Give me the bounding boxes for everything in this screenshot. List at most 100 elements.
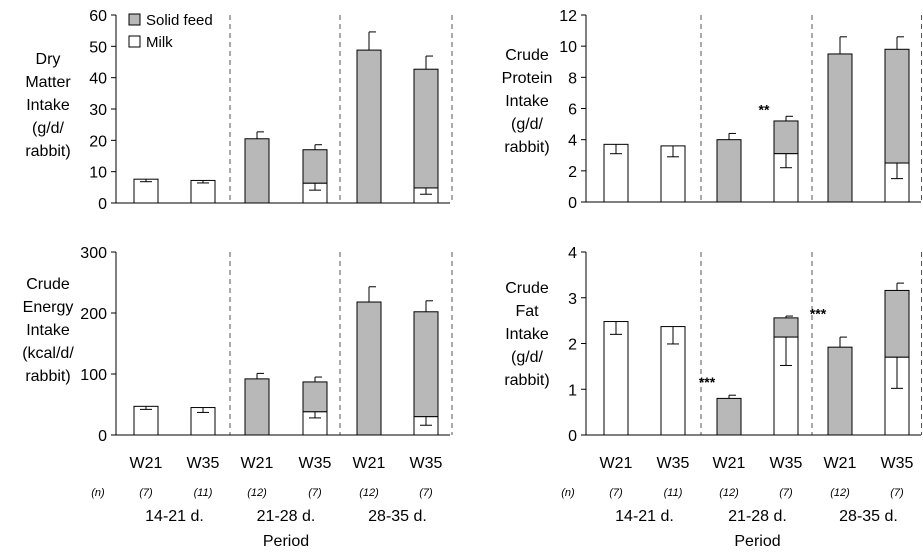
y-tick-label: 0 [98, 428, 107, 445]
y-tick-label: 300 [80, 245, 107, 262]
x-tick-label: W21 [241, 455, 274, 472]
y-axis-label-line: Intake [26, 97, 70, 114]
chart-panel-3: 0 100 200 300 Crude Energy Intake (kcal/d/rabbi… [22, 245, 453, 445]
y-axis-label-line: Fat [515, 303, 539, 320]
legend-swatch-milk [128, 35, 141, 48]
period-label: 21-28 d. [257, 508, 316, 525]
y-axis-label-line: rabbit) [504, 139, 549, 156]
period-label: 21-28 d. [728, 508, 787, 525]
y-tick-label: 4 [568, 245, 577, 262]
x-axis-title: Period [263, 533, 309, 550]
y-axis-label-line: rabbit) [25, 368, 70, 385]
n-value-label: (11) [194, 487, 213, 499]
n-value-label: (12) [247, 487, 267, 499]
n-value-label: (12) [830, 487, 850, 499]
y-axis-label-line: Energy [23, 299, 74, 316]
bar-solid-feed [356, 301, 382, 436]
x-axis-block-1: W21 W35 W21 W35 W21 W35 (n) (7) (11) (12) (7) (12) (… [91, 455, 442, 550]
n-value-label: (7) [308, 487, 322, 499]
y-tick-label: 4 [568, 133, 577, 150]
x-tick-label: W35 [770, 455, 803, 472]
significance-annotation: *** [810, 305, 827, 321]
bar-milk [660, 326, 686, 436]
y-axis-label-line: Protein [502, 70, 553, 87]
y-axis-label-line: (g/d/ [511, 349, 544, 366]
y-tick-label: 2 [568, 164, 577, 181]
bar-solid-feed [716, 397, 742, 436]
significance-annotation: *** [699, 374, 716, 390]
n-value-label: (12) [719, 487, 739, 499]
legend-label-solid-feed: Solid feed [146, 12, 213, 29]
bar-solid-feed [884, 289, 910, 358]
y-tick-label: 2 [568, 337, 577, 354]
bar-solid-feed [716, 139, 742, 203]
n-label: (n) [91, 487, 105, 499]
chart-panel-2: 0 2 4 6 8 10 12 Crude Protein Intake (g/d/rabbit) *… [502, 8, 922, 212]
bar-solid-feed [302, 381, 328, 413]
bar-milk [603, 321, 629, 436]
bar-solid-feed [884, 48, 910, 164]
x-tick-label: W35 [299, 455, 332, 472]
n-value-label: (7) [419, 487, 433, 499]
y-tick-label: 8 [568, 70, 577, 87]
bar-solid-feed [773, 317, 799, 338]
y-tick-label: 50 [89, 39, 107, 56]
x-axis-labels: W21 W35 W21 W35 W21 W35 (n) (7) (11) (12) (7) (12) (… [91, 455, 913, 550]
n-value-label: (7) [609, 487, 623, 499]
y-tick-label: 0 [568, 195, 577, 212]
bar-milk [133, 178, 159, 204]
legend: Solid feed Milk [128, 12, 213, 51]
chart-panel-4: 0 1 2 3 4 Crude Fat Intake (g/d/rabbit) *** *** [504, 245, 922, 445]
period-label: 14-21 d. [145, 508, 204, 525]
y-tick-label: 10 [89, 165, 107, 182]
y-tick-label: 6 [568, 102, 577, 119]
legend-label-milk: Milk [146, 34, 173, 51]
bar-milk [884, 356, 910, 436]
n-value-label: (11) [664, 487, 683, 499]
y-tick-label: 200 [80, 306, 107, 323]
y-axis-label-line: Crude [505, 280, 549, 297]
y-axis-label-line: Intake [505, 93, 549, 110]
x-tick-label: W35 [410, 455, 443, 472]
y-tick-label: 60 [89, 8, 107, 25]
y-tick-label: 12 [559, 8, 577, 25]
x-axis-title: Period [734, 533, 780, 550]
x-tick-label: W35 [187, 455, 220, 472]
period-label: 28-35 d. [368, 508, 427, 525]
bar-solid-feed [413, 311, 439, 418]
n-value-label: (7) [890, 487, 904, 499]
y-axis-label-line: (g/d/ [511, 116, 544, 133]
x-tick-label: W21 [824, 455, 857, 472]
y-tick-label: 40 [89, 71, 107, 88]
y-axis-label-line: rabbit) [25, 143, 70, 160]
x-tick-label: W35 [881, 455, 914, 472]
y-axis-label-line: rabbit) [504, 372, 549, 389]
legend-swatch-solid-feed [128, 13, 141, 26]
significance-annotation: ** [759, 102, 770, 118]
y-axis-label-line: Crude [505, 47, 549, 64]
y-axis-label-line: Matter [25, 74, 71, 91]
n-value-label: (12) [359, 487, 379, 499]
y-axis-label-line: Intake [26, 322, 70, 339]
y-axis-label-line: (kcal/d/ [22, 345, 74, 362]
bar-milk [133, 405, 159, 436]
y-tick-label: 30 [89, 102, 107, 119]
y-axis-label-line: Intake [505, 326, 549, 343]
chart-panel-1: 0 10 20 30 40 50 60 Dry Matter Intake (g/d/rabbit) [25, 8, 453, 213]
bar-solid-feed [302, 149, 328, 184]
x-tick-label: W21 [130, 455, 163, 472]
bar-solid-feed [244, 378, 270, 436]
y-tick-label: 10 [559, 39, 577, 56]
bar-solid-feed [773, 120, 799, 155]
y-axis-label-line: (g/d/ [32, 120, 65, 137]
n-label: (n) [561, 487, 575, 499]
bar-solid-feed [356, 49, 382, 204]
bar-solid-feed [827, 346, 853, 436]
y-tick-label: 1 [568, 382, 577, 399]
bar-solid-feed [827, 53, 853, 203]
x-tick-label: W21 [353, 455, 386, 472]
y-tick-label: 0 [568, 428, 577, 445]
y-axis-label-line: Dry [36, 51, 61, 68]
period-label: 28-35 d. [839, 508, 898, 525]
panels: 0102030405060DryMatterIntake(g/d/rabbit)… [22, 8, 922, 445]
